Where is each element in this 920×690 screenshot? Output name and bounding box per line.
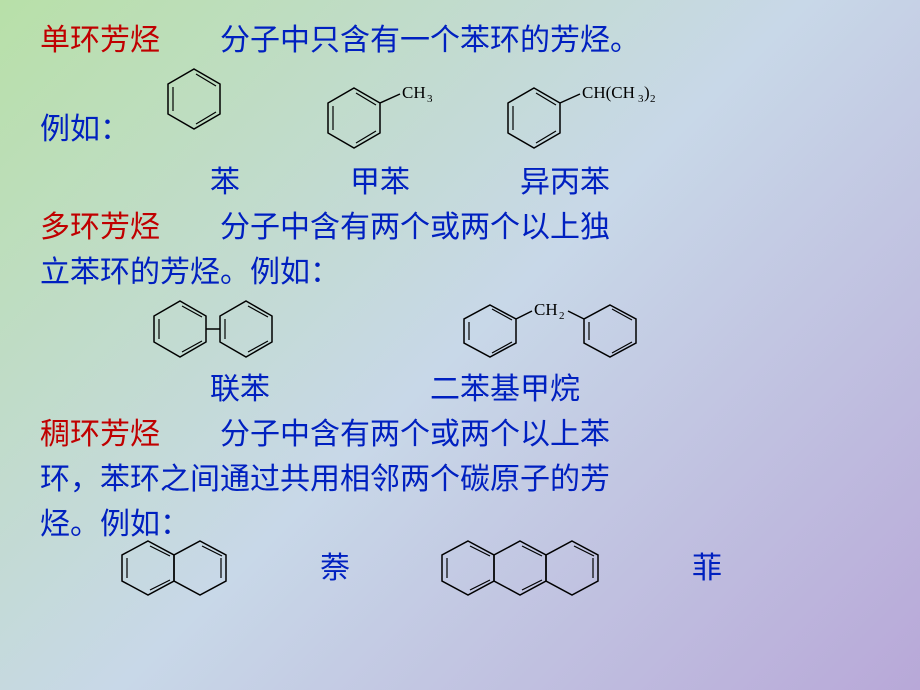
naphthalene-icon (120, 537, 230, 599)
benzene-label: 苯 (210, 160, 240, 205)
section1-term: 单环芳烃 (40, 18, 160, 63)
biphenyl-icon (150, 295, 280, 367)
section2-definition-line2: 立苯环的芳烃。例如： (40, 250, 880, 295)
section1-heading: 单环芳烃 分子中只含有一个苯环的芳烃。 (40, 18, 880, 63)
naphthalene-label: 萘 (320, 546, 350, 591)
section3-definition-line2: 环，苯环之间通过共用相邻两个碳原子的芳 (40, 457, 880, 502)
svg-text:2: 2 (559, 310, 565, 322)
cumene-label: 异丙苯 (520, 160, 610, 205)
section2-structures: CH 2 (150, 295, 880, 367)
section3-definition: 分子中含有两个或两个以上苯 (160, 412, 610, 457)
toluene-label: 甲苯 (350, 160, 410, 205)
biphenyl-label: 联苯 (210, 367, 270, 412)
section2-labels: 联苯 二苯基甲烷 (210, 367, 880, 412)
section3-heading: 稠环芳烃 分子中含有两个或两个以上苯 (40, 412, 880, 457)
section2-term: 多环芳烃 (40, 205, 160, 250)
section1-example-label: 例如： (40, 107, 130, 152)
svg-text:): ) (644, 83, 650, 102)
section2-definition: 分子中含有两个或两个以上独 (160, 205, 610, 250)
cumene-icon: CH(CH 3 ) 2 (500, 80, 670, 160)
svg-text:3: 3 (427, 93, 433, 105)
anthracene-label: 菲 (692, 546, 722, 591)
section1-labels: 苯 甲苯 异丙苯 (210, 160, 880, 205)
section1-definition: 分子中只含有一个苯环的芳烃。 (160, 18, 640, 63)
diphenylmethane-label: 二苯基甲烷 (430, 367, 580, 412)
svg-text:2: 2 (650, 93, 656, 105)
section1-structures: CH 3 CH(CH 3 ) 2 (320, 80, 880, 160)
anthracene-icon (440, 537, 602, 599)
svg-text:CH(CH: CH(CH (582, 83, 635, 102)
diphenylmethane-icon: CH 2 (460, 295, 660, 367)
benzene-icon (160, 63, 228, 139)
section3-structures: 萘 菲 (120, 537, 880, 599)
svg-text:CH: CH (534, 300, 558, 319)
section2-heading: 多环芳烃 分子中含有两个或两个以上独 (40, 205, 880, 250)
toluene-icon: CH 3 (320, 80, 440, 160)
section3-term: 稠环芳烃 (40, 412, 160, 457)
svg-text:CH: CH (402, 83, 426, 102)
